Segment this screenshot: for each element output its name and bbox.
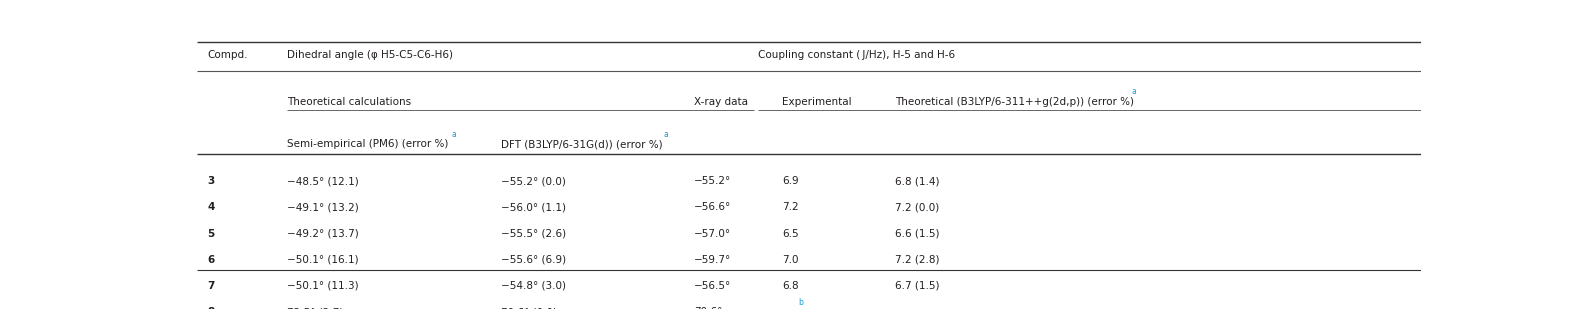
Text: Coupling constant ( J/Hz), H-5 and H-6: Coupling constant ( J/Hz), H-5 and H-6 (758, 50, 955, 60)
Text: −48.5° (12.1): −48.5° (12.1) (287, 176, 358, 186)
Text: a: a (1131, 87, 1135, 96)
Text: −50.1° (16.1): −50.1° (16.1) (287, 255, 358, 265)
Text: 5: 5 (207, 229, 215, 239)
Text: 7.2 (2.8): 7.2 (2.8) (895, 255, 940, 265)
Text: −56.0° (1.1): −56.0° (1.1) (501, 202, 565, 213)
Text: –: – (782, 307, 788, 309)
Text: Experimental: Experimental (782, 96, 853, 107)
Text: 70.6° (0.0): 70.6° (0.0) (501, 307, 557, 309)
Text: 7: 7 (207, 281, 215, 291)
Text: 7.2 (0.0): 7.2 (0.0) (895, 202, 940, 213)
Text: Theoretical calculations: Theoretical calculations (287, 96, 411, 107)
Text: –: – (895, 307, 900, 309)
Text: −49.1° (13.2): −49.1° (13.2) (287, 202, 358, 213)
Text: X-ray data: X-ray data (695, 96, 748, 107)
Text: 72.5° (2.7): 72.5° (2.7) (287, 307, 343, 309)
Text: 6.8 (1.4): 6.8 (1.4) (895, 176, 940, 186)
Text: −50.1° (11.3): −50.1° (11.3) (287, 281, 358, 291)
Text: 6: 6 (207, 255, 215, 265)
Text: 7.0: 7.0 (782, 255, 799, 265)
Text: 6.5: 6.5 (782, 229, 799, 239)
Text: −59.7°: −59.7° (695, 255, 731, 265)
Text: a: a (663, 130, 668, 139)
Text: 6.9: 6.9 (782, 176, 799, 186)
Text: b: b (799, 298, 804, 307)
Text: Compd.: Compd. (207, 50, 248, 60)
Text: 6.8: 6.8 (782, 281, 799, 291)
Text: −55.2° (0.0): −55.2° (0.0) (501, 176, 565, 186)
Text: Dihedral angle (φ H5-C5-C6-H6): Dihedral angle (φ H5-C5-C6-H6) (287, 50, 453, 60)
Text: a: a (452, 130, 456, 139)
Text: −55.6° (6.9): −55.6° (6.9) (501, 255, 565, 265)
Text: Theoretical (B3LYP/6-311++g(2d,p)) (error %): Theoretical (B3LYP/6-311++g(2d,p)) (erro… (895, 96, 1134, 107)
Text: 7.2: 7.2 (782, 202, 799, 213)
Text: −55.2°: −55.2° (695, 176, 731, 186)
Text: −57.0°: −57.0° (695, 229, 731, 239)
Text: 3: 3 (207, 176, 215, 186)
Text: 4: 4 (207, 202, 215, 213)
Text: 70.6°: 70.6° (695, 307, 723, 309)
Text: DFT (B3LYP/6-31G(d)) (error %): DFT (B3LYP/6-31G(d)) (error %) (501, 139, 663, 149)
Text: 6.6 (1.5): 6.6 (1.5) (895, 229, 940, 239)
Text: −56.6°: −56.6° (695, 202, 731, 213)
Text: 6.7 (1.5): 6.7 (1.5) (895, 281, 940, 291)
Text: Semi-empirical (PM6) (error %): Semi-empirical (PM6) (error %) (287, 139, 448, 149)
Text: −55.5° (2.6): −55.5° (2.6) (501, 229, 565, 239)
Text: 8: 8 (207, 307, 215, 309)
Text: −56.5°: −56.5° (695, 281, 731, 291)
Text: −54.8° (3.0): −54.8° (3.0) (501, 281, 565, 291)
Text: −49.2° (13.7): −49.2° (13.7) (287, 229, 358, 239)
